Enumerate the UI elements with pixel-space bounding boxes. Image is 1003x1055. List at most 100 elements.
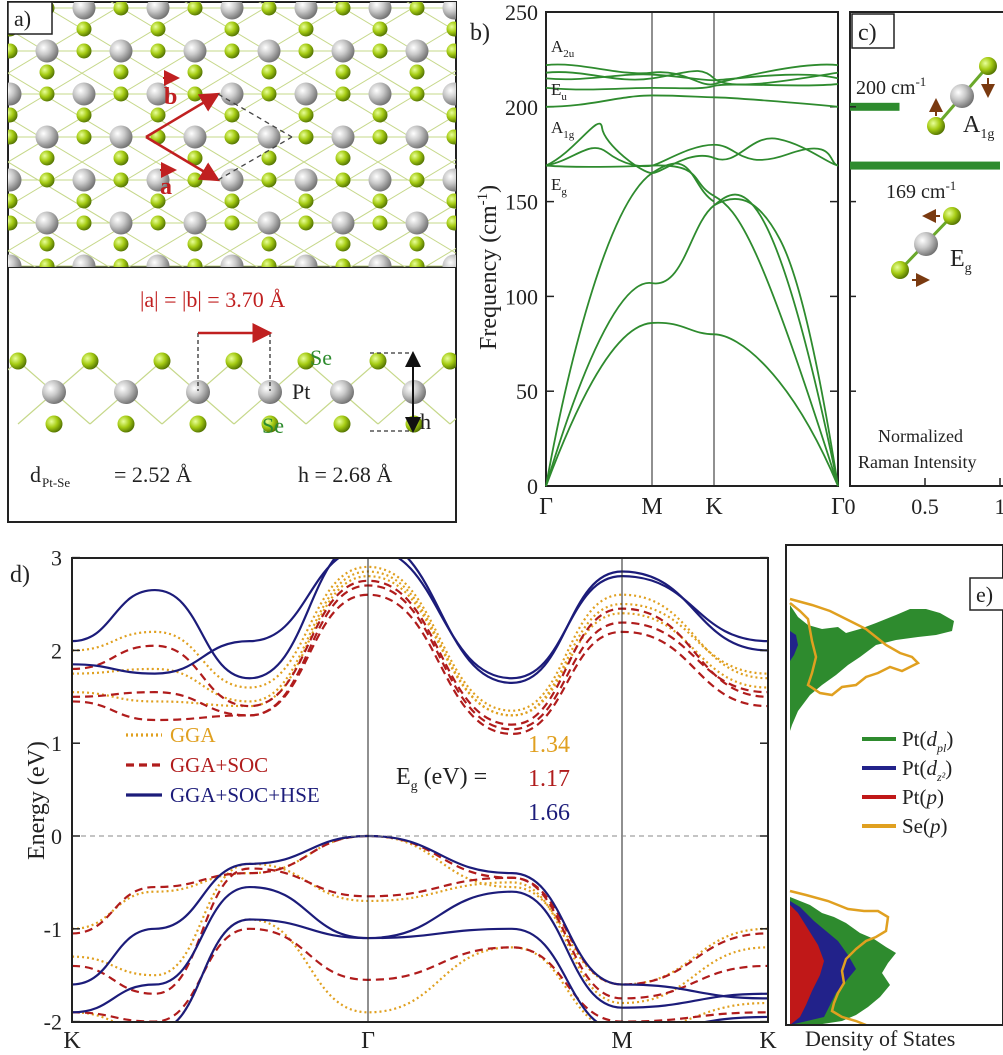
pt-atom: [220, 168, 244, 192]
phonon-branch: [545, 70, 839, 86]
pt-atom: [186, 380, 210, 404]
vector-a-arrow: [145, 135, 221, 182]
height-value: h = 2.68 Å: [298, 462, 392, 487]
raman-x-axis: 0 0.5 1: [845, 11, 1003, 519]
se-atom: [372, 193, 388, 209]
bond-line: [276, 159, 456, 267]
se-atom: [39, 64, 55, 80]
dos-legend-post: ): [937, 785, 944, 809]
pt-atom: [35, 39, 59, 63]
phonon-ytick-label: 200: [505, 95, 538, 120]
se-atom: [224, 193, 240, 209]
dos-plot-area: [789, 597, 954, 1025]
se-atom: [521, 130, 536, 145]
bond-line: [622, 0, 1003, 282]
pt-atom: [294, 2, 318, 20]
pt-atom: [591, 255, 614, 278]
gga-soc-band: [72, 579, 768, 726]
gga-band: [72, 862, 768, 1005]
se-atom: [8, 193, 18, 209]
band-xtick-label: Γ: [361, 1028, 375, 1054]
pt-atom: [146, 254, 170, 267]
pt-atom: [628, 212, 651, 235]
pt-atom: [257, 39, 281, 63]
pt-atom: [628, 126, 651, 149]
raman-bars: [850, 102, 1000, 170]
pt-atom: [109, 125, 133, 149]
se-atom: [409, 86, 425, 102]
panel-a-label: a): [14, 6, 31, 31]
gga-soc-band: [72, 867, 768, 1000]
pt-atom: [405, 39, 429, 63]
pt-atom: [220, 82, 244, 106]
se-atom: [8, 215, 18, 231]
raman-bar: [850, 161, 1000, 170]
height-label: h: [420, 409, 431, 434]
phonon-ytick-label: 100: [505, 284, 538, 309]
se-atom: [595, 22, 610, 37]
pt-atom: [442, 2, 456, 20]
se-atom: [150, 107, 166, 123]
phonon-mode-label: Eg: [551, 175, 567, 198]
pt-atom: [42, 380, 66, 404]
top-view-atoms: [8, 2, 651, 278]
se-atom: [261, 172, 277, 188]
se-atom: [335, 172, 351, 188]
band-plot-frame: [71, 557, 769, 1023]
pt-atom: [517, 169, 540, 192]
se-atom: [45, 415, 63, 433]
se-atom: [187, 258, 203, 267]
band-y-axis: -2 -1 0 1 2 3: [44, 546, 768, 1035]
panel-b-label: b): [470, 20, 490, 46]
phonon-mode-main: A: [551, 118, 564, 137]
phonon-mode-label: A2u: [551, 37, 575, 60]
lattice-constant: |a| = |b| = 3.70 Å: [140, 287, 285, 312]
dos-pt-p-valence: [790, 905, 824, 1025]
raman-plot-frame: [849, 11, 1003, 487]
dos-legend-label: Pt(dpl): [902, 727, 953, 755]
se-atom: [979, 57, 997, 75]
se-atom: [632, 65, 647, 80]
se-atom: [76, 107, 92, 123]
panel-a-label-box: [8, 2, 53, 35]
dos-pt-dz2-conduction: [790, 631, 798, 661]
se-atom: [372, 21, 388, 37]
se-atom: [632, 237, 647, 252]
se-atom: [113, 236, 129, 252]
dos-se-p-valence: [789, 889, 890, 1025]
se-atom: [76, 21, 92, 37]
legend-label: GGA: [170, 723, 216, 747]
se-atom: [224, 129, 240, 145]
se-atom: [76, 193, 92, 209]
se-top-label: Se: [310, 345, 332, 370]
phonon-mode-sub: 2u: [563, 48, 575, 60]
phonon-branch: [545, 83, 839, 91]
pt-atom: [294, 168, 318, 192]
phonon-mode-sub: u: [561, 91, 567, 103]
dos-legend-post: ): [945, 756, 952, 780]
phonon-ytick-label: 150: [505, 190, 538, 215]
se-atom: [298, 107, 314, 123]
phonon-ytick-label: 50: [516, 379, 538, 404]
panel-c-label: c): [858, 20, 877, 46]
se-atom: [9, 352, 27, 370]
se-atom: [113, 258, 129, 267]
se-atom: [39, 258, 55, 267]
se-atom: [446, 21, 456, 37]
pt-atom: [220, 254, 244, 267]
gap-value: 1.17: [528, 766, 570, 792]
se-atom: [595, 108, 610, 123]
pt-atom: [183, 125, 207, 149]
gga-band: [72, 575, 768, 717]
pt-atom: [331, 211, 355, 235]
se-atom: [409, 150, 425, 166]
raman-peak2-label: 169 cm-1: [886, 178, 956, 203]
phonon-branch: [713, 198, 839, 487]
se-atom: [595, 130, 610, 145]
pt-atom: [8, 254, 22, 267]
pt-atom: [72, 82, 96, 106]
se-atom: [595, 194, 610, 209]
pt-atom: [330, 380, 354, 404]
phonon-mode-sub: 1g: [563, 129, 575, 141]
